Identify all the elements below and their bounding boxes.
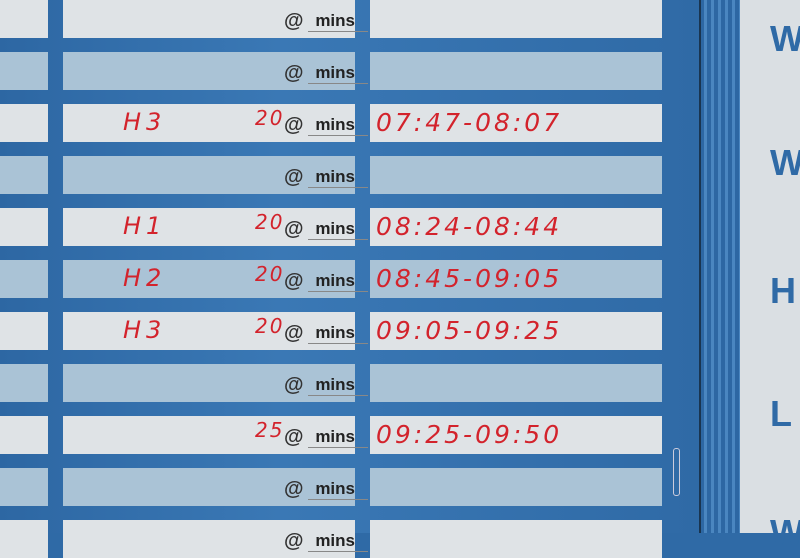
- mins-label: mins: [315, 115, 355, 134]
- fill-line: [308, 83, 368, 84]
- row-entry-cell: @25 mins: [63, 416, 368, 454]
- row-label-cell: [0, 312, 48, 350]
- handwritten-duration: 20: [255, 106, 285, 130]
- board-frame: [700, 0, 740, 533]
- mins-label: mins: [315, 167, 355, 186]
- side-letter: W: [770, 18, 800, 59]
- fill-line: [308, 187, 368, 188]
- at-symbol: @: [284, 322, 304, 344]
- fill-line: [308, 239, 368, 240]
- mins-label: mins: [315, 375, 355, 394]
- handwritten-duration: 20: [255, 210, 285, 234]
- fill-line: [308, 135, 368, 136]
- handwritten-time-range: 07:47-08:07: [376, 108, 563, 137]
- at-symbol: @: [284, 10, 304, 32]
- at-symbol: @: [284, 270, 304, 292]
- row-time-cell: [370, 0, 662, 38]
- at-symbol: @: [284, 530, 304, 552]
- mins-label: mins: [315, 479, 355, 498]
- handwritten-duration: 20: [255, 314, 285, 338]
- row-time-cell: [370, 468, 662, 506]
- fill-line: [308, 395, 368, 396]
- handwritten-time-range: 09:25-09:50: [376, 420, 563, 449]
- row-time-cell: [370, 156, 662, 194]
- fill-line: [308, 343, 368, 344]
- row-label-cell: [0, 52, 48, 90]
- latch-handle: [673, 448, 680, 496]
- row-label-cell: [0, 156, 48, 194]
- row-label-cell: [0, 0, 48, 38]
- row-entry-cell: H1 @20 mins: [63, 208, 368, 246]
- row-entry-cell: @ mins: [63, 520, 368, 558]
- row-label-cell: [0, 260, 48, 298]
- row-time-cell: [370, 520, 662, 558]
- row-label-cell: [0, 416, 48, 454]
- fill-line: [308, 551, 368, 552]
- fill-line: [308, 291, 368, 292]
- row-time-cell: 07:47-08:07: [370, 104, 662, 142]
- at-symbol: @: [284, 114, 304, 136]
- row-time-cell: [370, 52, 662, 90]
- at-symbol: @: [284, 374, 304, 396]
- handwritten-time-range: 08:45-09:05: [376, 264, 563, 293]
- row-time-cell: 08:24-08:44: [370, 208, 662, 246]
- mins-label: mins: [315, 323, 355, 342]
- row-entry-cell: @ mins: [63, 52, 368, 90]
- at-symbol: @: [284, 166, 304, 188]
- row-label-cell: [0, 208, 48, 246]
- row-entry-cell: @ mins: [63, 0, 368, 38]
- handwritten-name: H2: [123, 264, 167, 292]
- row-time-cell: [370, 364, 662, 402]
- row-entry-cell: H2 @20 mins: [63, 260, 368, 298]
- row-time-cell: 08:45-09:05: [370, 260, 662, 298]
- handwritten-duration: 25: [255, 418, 285, 442]
- mins-label: mins: [315, 271, 355, 290]
- row-entry-cell: H3 @20 mins: [63, 312, 368, 350]
- frame-seam: [699, 0, 701, 533]
- schedule-board: @ mins @ mins H3 @20 mins 07:47-08:07 @ mins H1 @20…: [0, 0, 700, 558]
- handwritten-time-range: 08:24-08:44: [376, 212, 563, 241]
- row-entry-cell: @ mins: [63, 468, 368, 506]
- mins-label: mins: [315, 11, 355, 30]
- row-label-cell: [0, 520, 48, 558]
- mins-label: mins: [315, 63, 355, 82]
- at-symbol: @: [284, 218, 304, 240]
- mins-label: mins: [315, 219, 355, 238]
- handwritten-name: H1: [123, 212, 167, 240]
- row-entry-cell: @ mins: [63, 364, 368, 402]
- mins-label: mins: [315, 427, 355, 446]
- handwritten-name: H3: [123, 316, 167, 344]
- side-letter: L: [770, 393, 792, 434]
- row-label-cell: [0, 104, 48, 142]
- mins-label: mins: [315, 531, 355, 550]
- handwritten-duration: 20: [255, 262, 285, 286]
- at-symbol: @: [284, 426, 304, 448]
- row-label-cell: [0, 364, 48, 402]
- row-entry-cell: @ mins: [63, 156, 368, 194]
- side-panel: W W H L W: [740, 0, 800, 553]
- at-symbol: @: [284, 478, 304, 500]
- at-symbol: @: [284, 62, 304, 84]
- row-time-cell: 09:05-09:25: [370, 312, 662, 350]
- fill-line: [308, 499, 368, 500]
- row-time-cell: 09:25-09:50: [370, 416, 662, 454]
- side-letter: W: [770, 142, 800, 183]
- handwritten-time-range: 09:05-09:25: [376, 316, 563, 345]
- fill-line: [308, 447, 368, 448]
- side-letter: H: [770, 270, 796, 311]
- row-entry-cell: H3 @20 mins: [63, 104, 368, 142]
- fill-line: [308, 31, 368, 32]
- side-letter: W: [770, 512, 800, 553]
- row-label-cell: [0, 468, 48, 506]
- handwritten-name: H3: [123, 108, 167, 136]
